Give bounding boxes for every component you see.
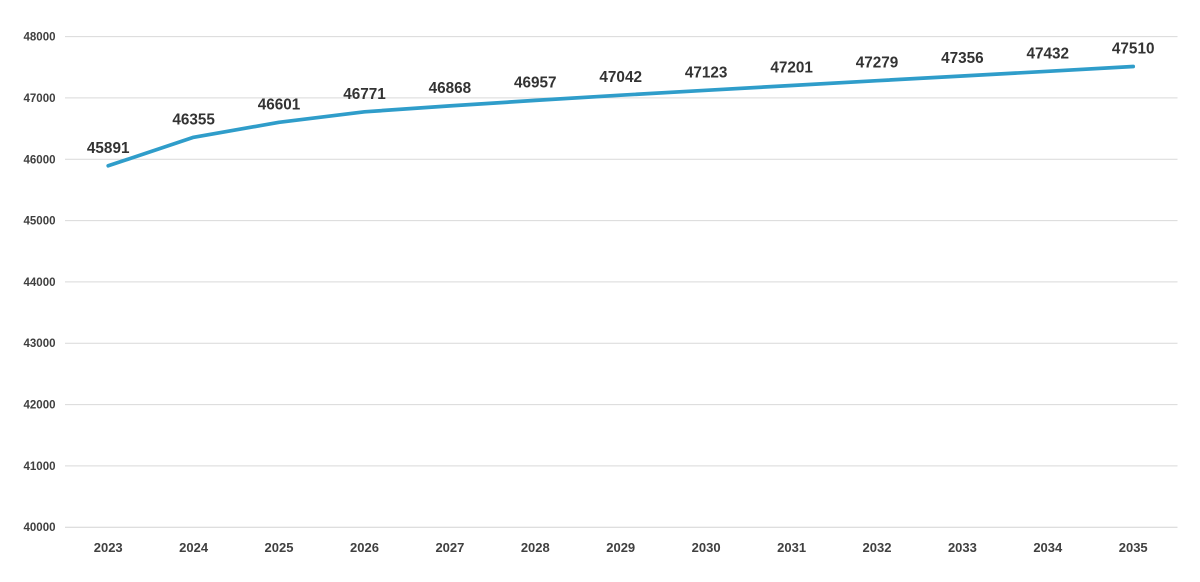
svg-text:2024: 2024 [179, 540, 209, 555]
svg-text:47356: 47356 [941, 50, 984, 67]
svg-text:47042: 47042 [599, 69, 642, 86]
svg-text:46868: 46868 [429, 80, 472, 97]
svg-text:41000: 41000 [24, 461, 56, 473]
svg-text:40000: 40000 [24, 522, 56, 534]
svg-text:45891: 45891 [87, 140, 130, 157]
svg-text:42000: 42000 [24, 400, 56, 412]
svg-text:2032: 2032 [863, 540, 892, 555]
svg-text:47201: 47201 [770, 60, 813, 77]
svg-text:46601: 46601 [258, 96, 301, 113]
svg-text:46771: 46771 [343, 86, 386, 103]
svg-text:47123: 47123 [685, 64, 728, 81]
svg-text:47510: 47510 [1112, 41, 1155, 58]
svg-text:2033: 2033 [948, 540, 977, 555]
svg-text:43000: 43000 [24, 338, 56, 350]
svg-text:46000: 46000 [24, 154, 56, 166]
svg-text:2029: 2029 [606, 540, 635, 555]
svg-text:2025: 2025 [265, 540, 294, 555]
svg-text:2027: 2027 [435, 540, 464, 555]
svg-text:2034: 2034 [1033, 540, 1063, 555]
svg-text:2030: 2030 [692, 540, 721, 555]
svg-text:47432: 47432 [1027, 45, 1070, 62]
svg-text:2023: 2023 [94, 540, 123, 555]
svg-text:2031: 2031 [777, 540, 806, 555]
svg-text:45000: 45000 [24, 216, 56, 228]
svg-text:2026: 2026 [350, 540, 379, 555]
svg-text:2035: 2035 [1119, 540, 1148, 555]
svg-text:44000: 44000 [24, 277, 56, 289]
svg-text:46355: 46355 [172, 111, 215, 128]
svg-text:46957: 46957 [514, 74, 557, 91]
svg-text:48000: 48000 [24, 32, 56, 44]
svg-text:47279: 47279 [856, 55, 899, 72]
svg-text:2028: 2028 [521, 540, 550, 555]
svg-text:47000: 47000 [24, 93, 56, 105]
